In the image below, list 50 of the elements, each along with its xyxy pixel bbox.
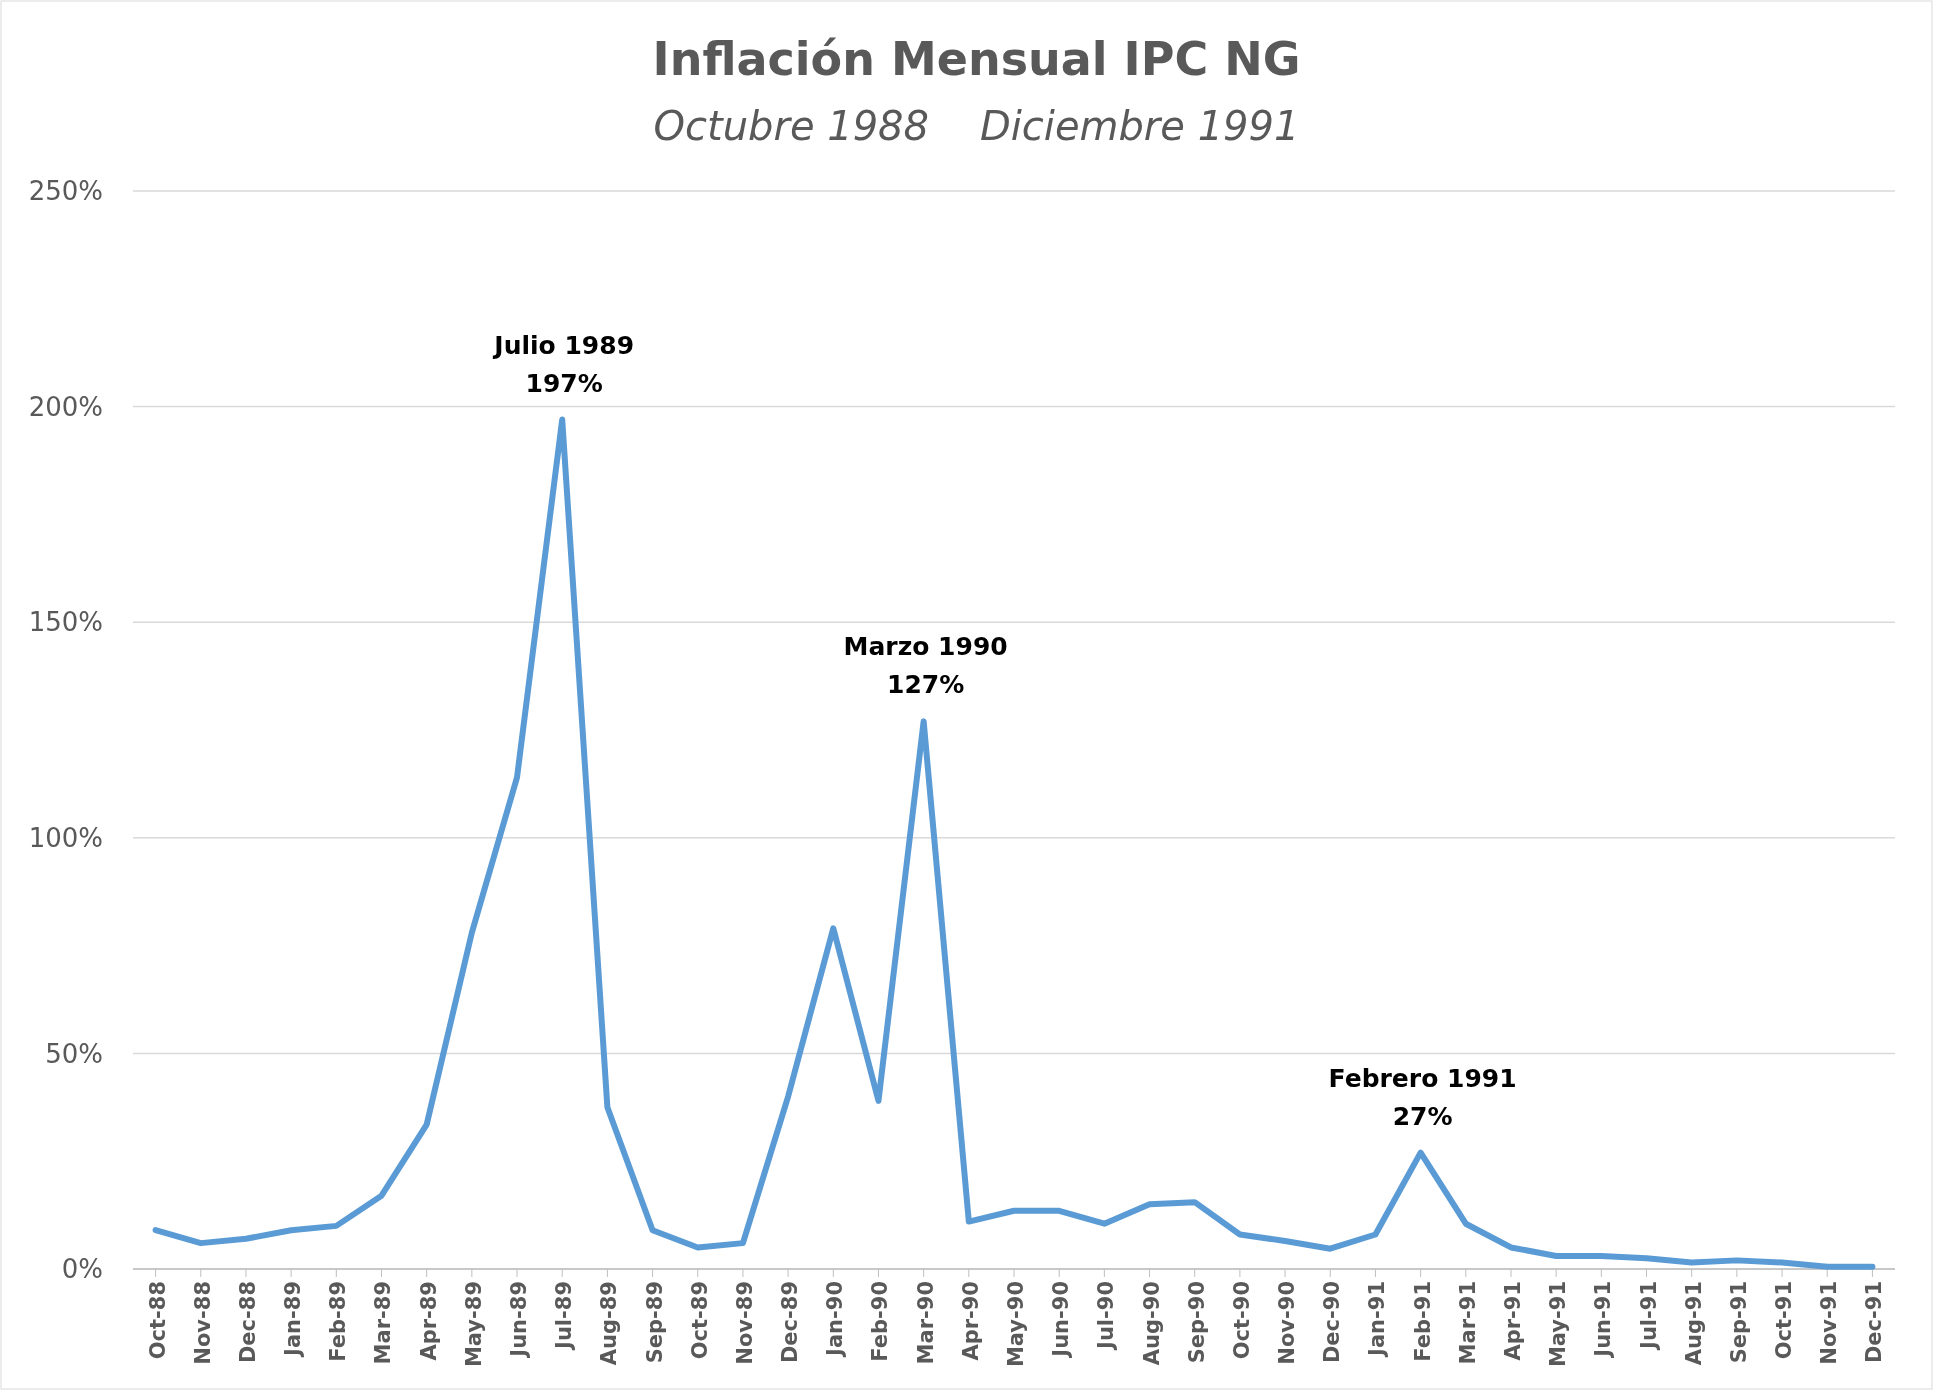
annotation: Marzo 1990 127% <box>843 632 1008 700</box>
y-tick-label: 200% <box>28 391 103 422</box>
y-tick-label: 100% <box>28 822 103 853</box>
x-tick-label: Sep-90 <box>1184 1281 1209 1364</box>
x-tick-label: Jul-89 <box>552 1281 577 1351</box>
x-tick-label: May-91 <box>1546 1281 1571 1368</box>
annotation: Febrero 1991 27% <box>1328 1063 1517 1131</box>
x-tick-label: Aug-91 <box>1681 1281 1706 1366</box>
x-tick-label: Mar-91 <box>1455 1281 1480 1365</box>
x-tick-label: May-89 <box>461 1281 486 1368</box>
x-tick-label: Feb-91 <box>1410 1281 1435 1362</box>
x-tick-label: Nov-88 <box>190 1281 215 1365</box>
x-tick-label: Oct-89 <box>687 1281 712 1360</box>
x-tick-label: Oct-88 <box>145 1281 170 1360</box>
x-tick-label: Dec-90 <box>1320 1281 1345 1364</box>
x-tick-label: Nov-89 <box>732 1281 757 1365</box>
x-tick-label: Jun-89 <box>507 1281 532 1359</box>
chart-title: Inflación Mensual IPC NG <box>652 32 1301 86</box>
x-tick-label: Jun-91 <box>1591 1281 1616 1359</box>
x-tick-label: Jan-91 <box>1365 1281 1390 1358</box>
annotation: Julio 1989 197% <box>492 330 635 398</box>
x-tick-label: Oct-90 <box>1229 1281 1254 1360</box>
y-tick-label: 150% <box>28 607 103 638</box>
x-tick-label: Nov-90 <box>1275 1281 1300 1365</box>
x-tick-label: Aug-90 <box>1139 1281 1164 1366</box>
y-tick-label: 250% <box>28 176 103 207</box>
x-tick-label: Dec-91 <box>1862 1281 1887 1364</box>
x-tick-label: Aug-89 <box>597 1281 622 1366</box>
x-tick-label: Feb-89 <box>326 1281 351 1362</box>
x-tick-label: Jun-90 <box>1049 1281 1074 1359</box>
y-tick-label: 0% <box>61 1254 103 1285</box>
chart-subtitle: Octubre 1988 Diciembre 1991 <box>653 103 1300 149</box>
y-tick-label: 50% <box>45 1038 103 1069</box>
x-tick-label: Dec-88 <box>235 1281 260 1364</box>
x-tick-label: Apr-91 <box>1500 1281 1525 1361</box>
x-tick-label: Apr-89 <box>416 1281 441 1361</box>
x-tick-label: Jan-90 <box>823 1281 848 1358</box>
x-tick-label: Mar-90 <box>913 1281 938 1365</box>
x-tick-label: Dec-89 <box>778 1281 803 1364</box>
x-tick-label: May-90 <box>1004 1281 1028 1368</box>
x-tick-label: Jul-91 <box>1636 1281 1661 1351</box>
x-tick-label: Mar-89 <box>371 1281 396 1365</box>
x-tick-label: Sep-89 <box>642 1281 667 1364</box>
x-tick-label: Jan-89 <box>281 1281 306 1358</box>
x-tick-label: Feb-90 <box>868 1281 893 1362</box>
x-tick-label: Oct-91 <box>1772 1281 1797 1360</box>
x-tick-label: Apr-90 <box>958 1281 983 1361</box>
x-tick-label: Nov-91 <box>1817 1281 1842 1365</box>
x-tick-label: Sep-91 <box>1726 1281 1751 1364</box>
x-tick-label: Jul-90 <box>1094 1281 1119 1351</box>
